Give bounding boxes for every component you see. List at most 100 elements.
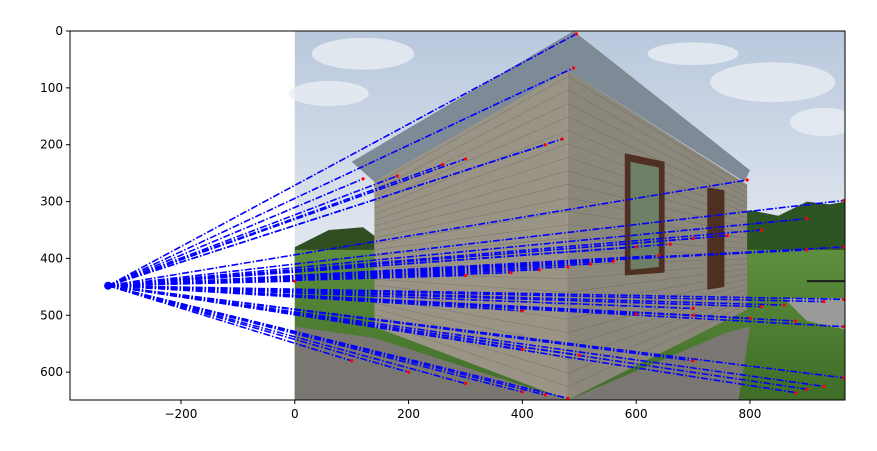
- x-tick-label: 400: [511, 407, 534, 421]
- line-endpoint: [350, 359, 354, 363]
- line-endpoint: [782, 303, 786, 307]
- line-segment: [108, 284, 694, 310]
- line-endpoint: [691, 236, 695, 241]
- line-segment: [108, 217, 807, 287]
- photo-siding: [374, 184, 568, 233]
- line-endpoint: [691, 313, 695, 317]
- photo-door: [707, 187, 725, 290]
- photo-roof: [351, 31, 750, 182]
- line-endpoint: [725, 234, 729, 238]
- line-endpoint: [520, 309, 524, 313]
- photo-siding: [374, 278, 568, 293]
- y-tick-label: 500: [40, 308, 63, 322]
- line-segment: [108, 246, 637, 287]
- line-endpoint: [463, 273, 468, 278]
- photo-siding: [567, 76, 748, 188]
- photo-siding: [567, 116, 748, 203]
- photo-siding: [374, 170, 568, 227]
- line-endpoint: [634, 245, 638, 249]
- line-segment: [107, 284, 352, 362]
- line-endpoint: [520, 347, 524, 351]
- photo-window-glass: [630, 161, 659, 270]
- line-endpoint: [574, 32, 579, 36]
- photo-siding: [374, 273, 568, 279]
- line-endpoint: [793, 319, 798, 323]
- line-segment: [108, 199, 844, 287]
- line-endpoint: [406, 370, 411, 374]
- x-tick-label: 600: [625, 407, 648, 421]
- line-segment: [108, 284, 637, 315]
- line-segment: [107, 67, 574, 287]
- line-endpoint: [657, 253, 661, 258]
- photo-cloud: [311, 37, 415, 70]
- photo-siding: [567, 103, 748, 198]
- photo-cloud: [710, 62, 836, 103]
- line-endpoint: [759, 305, 763, 309]
- line-endpoint: [293, 279, 297, 283]
- x-tick-label: −200: [164, 407, 197, 421]
- line-segment: [107, 143, 546, 287]
- line-endpoint: [759, 228, 763, 232]
- line-segment: [108, 284, 825, 388]
- photo-cloud: [789, 107, 845, 137]
- y-tick-label: 400: [40, 251, 63, 265]
- y-axis: 0 100 200 300 400 500 600: [40, 24, 70, 379]
- line-endpoint: [805, 217, 809, 221]
- line-endpoint: [691, 359, 695, 363]
- x-tick-label: 200: [397, 407, 420, 421]
- photo-siding: [567, 89, 748, 193]
- photo-siding: [374, 224, 568, 250]
- line-endpoint: [691, 306, 695, 311]
- line-endpoint: [842, 297, 845, 301]
- photo-siding: [374, 76, 569, 185]
- photo-siding: [374, 89, 569, 191]
- photo-siding: [374, 308, 568, 360]
- line-endpoint: [566, 396, 570, 400]
- line-endpoint: [842, 376, 845, 380]
- line-endpoint: [509, 271, 513, 275]
- photo-path: [784, 298, 845, 330]
- line-endpoint: [842, 245, 845, 249]
- photo-siding: [567, 304, 748, 387]
- y-tick-label: 600: [40, 365, 63, 379]
- line-segment: [107, 284, 409, 373]
- line-segment: [108, 280, 295, 287]
- photo-siding: [567, 283, 748, 333]
- line-endpoint: [571, 66, 576, 70]
- line-endpoint: [611, 259, 616, 263]
- line-endpoint: [805, 248, 809, 252]
- y-tick-label: 200: [40, 138, 63, 152]
- photo-cloud: [647, 42, 739, 66]
- photo-siding: [374, 143, 568, 215]
- line-endpoint: [745, 178, 749, 182]
- line-endpoint: [577, 353, 581, 357]
- photo-cloud: [289, 81, 369, 107]
- y-tick-label: 300: [40, 195, 63, 209]
- line-marks: [104, 32, 845, 400]
- line-endpoint: [543, 143, 547, 147]
- photo-trees-right: [727, 201, 845, 265]
- line-segment: [107, 284, 523, 393]
- line-endpoint: [668, 242, 672, 246]
- line-endpoint: [520, 390, 524, 394]
- axes-frame: [69, 30, 846, 401]
- line-endpoint: [441, 163, 445, 167]
- line-segment: [108, 284, 844, 379]
- line-segment: [107, 175, 398, 287]
- line-endpoint: [805, 387, 809, 391]
- line-segment: [107, 163, 443, 287]
- line-segment: [107, 33, 577, 287]
- line-endpoint: [589, 262, 593, 266]
- photo-siding: [374, 197, 568, 239]
- photo-siding: [374, 296, 568, 333]
- x-tick-label: 0: [291, 407, 299, 421]
- line-endpoint: [560, 137, 564, 141]
- line-endpoint: [566, 265, 570, 269]
- line-segment: [108, 284, 523, 351]
- y-tick-label: 0: [55, 24, 63, 38]
- line-segment: [107, 179, 748, 287]
- line-segment: [108, 284, 694, 362]
- line-endpoint: [361, 177, 365, 181]
- line-endpoint: [537, 268, 542, 272]
